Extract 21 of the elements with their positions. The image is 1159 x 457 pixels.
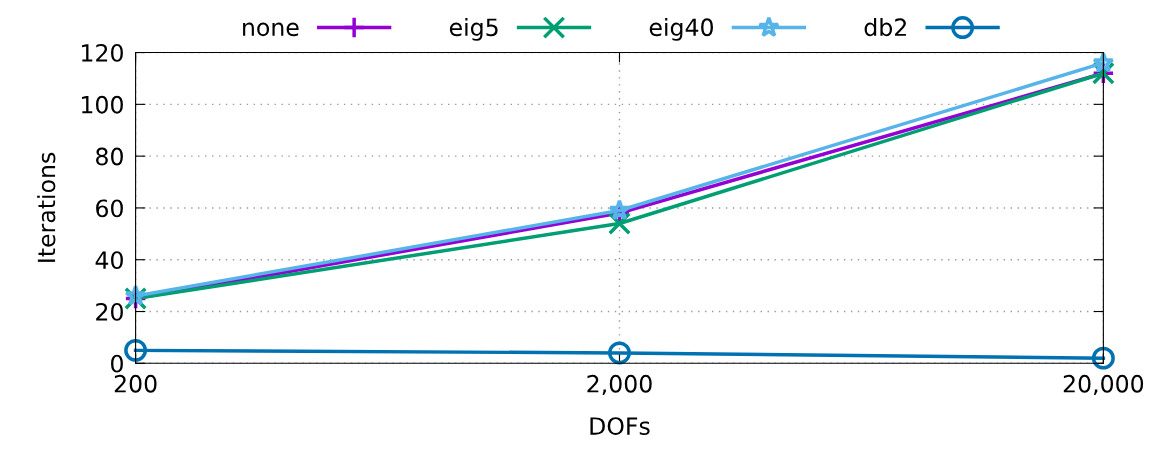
y-tick-label: 100 <box>82 95 123 114</box>
x-tick-label: 2,000 <box>587 374 652 396</box>
y-tick-label: 20 <box>96 302 123 321</box>
y-axis-title: Iterations <box>37 152 56 262</box>
point <box>124 284 147 306</box>
legend-label: none <box>243 22 299 37</box>
point <box>124 338 148 362</box>
legend-label: db2 <box>864 17 906 37</box>
legend-label: eig5 <box>449 17 498 41</box>
legend-label: eig40 <box>649 17 713 41</box>
y-tick-label: 60 <box>96 199 123 218</box>
point <box>1091 346 1115 370</box>
y-tick-label: 80 <box>96 147 123 166</box>
y-tick-label: 40 <box>95 251 123 270</box>
point <box>1092 51 1115 73</box>
x-axis-title: DOFs <box>590 417 650 435</box>
y-tick-label: 0 <box>111 354 123 373</box>
y-tick-label: 120 <box>82 44 123 62</box>
point <box>608 341 631 365</box>
x-tick-label: 20,000 <box>1063 374 1144 396</box>
x-tick-label: 200 <box>114 374 157 393</box>
